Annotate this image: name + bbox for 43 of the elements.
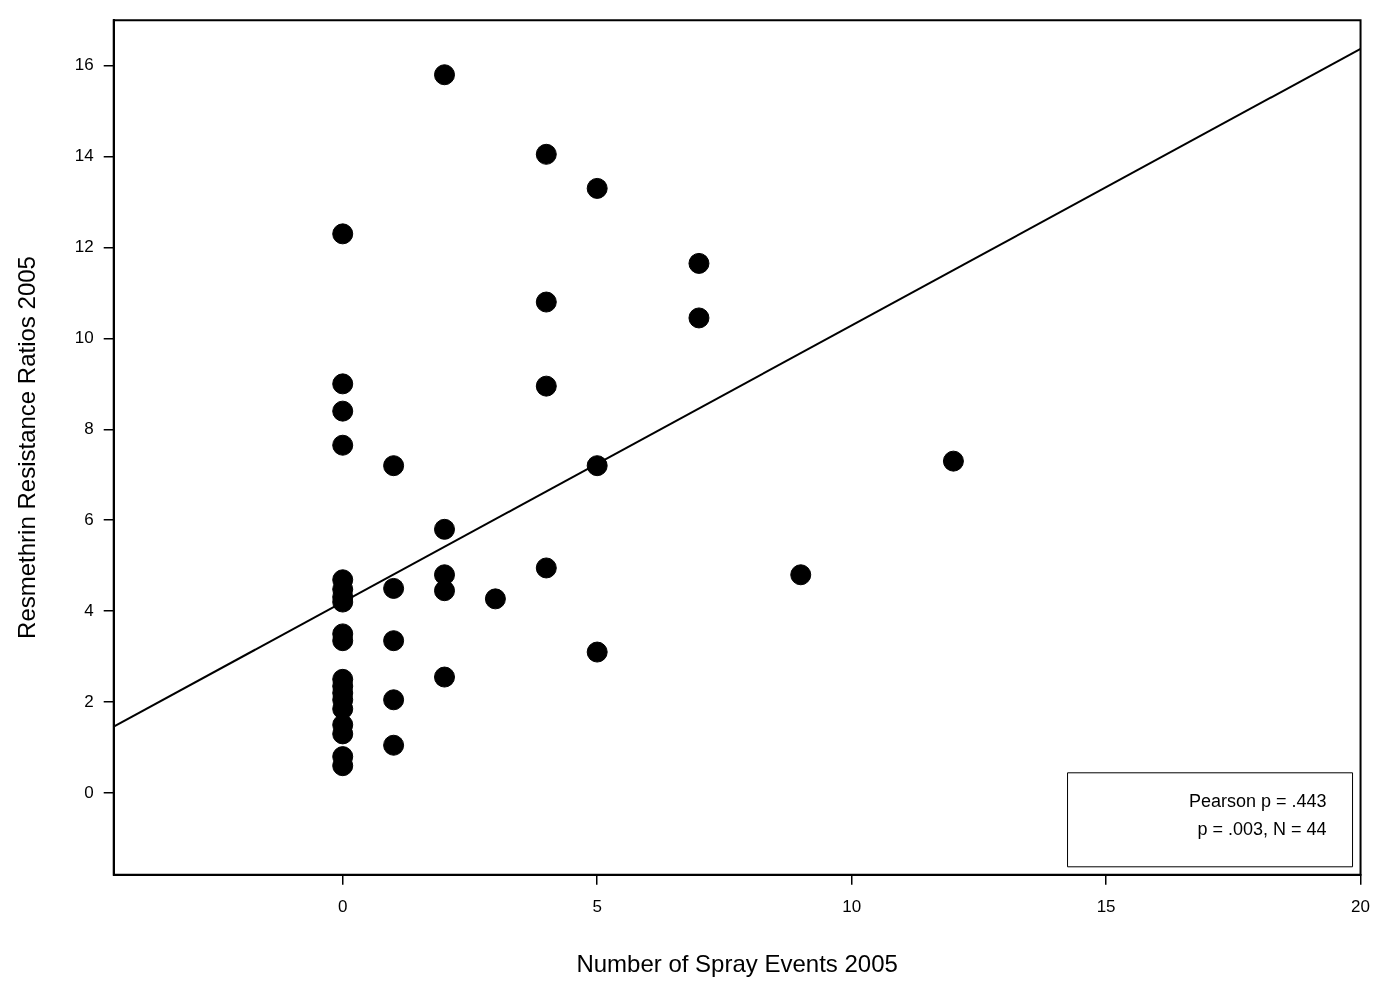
- point: [434, 666, 455, 688]
- point: [484, 588, 506, 610]
- point: [383, 689, 405, 711]
- point: [535, 375, 557, 397]
- point: [688, 307, 710, 329]
- point: [535, 291, 557, 313]
- y-tick-label: 10: [74, 328, 94, 348]
- point: [332, 434, 354, 456]
- point: [332, 373, 354, 395]
- y-tick-label: 16: [74, 55, 94, 75]
- point: [332, 223, 354, 245]
- point: [790, 564, 812, 586]
- y-tick-label: 2: [84, 691, 94, 711]
- point: [383, 577, 405, 599]
- y-axis-title: Resmethrin Resistance Ratios 2005: [13, 256, 41, 639]
- point: [332, 400, 354, 422]
- x-tick-label: 5: [592, 896, 602, 916]
- x-tick-label: 10: [842, 896, 862, 916]
- y-tick-label: 12: [74, 237, 94, 257]
- y-tick-label: 4: [84, 600, 94, 620]
- point: [434, 64, 455, 86]
- point: [586, 177, 608, 199]
- point: [434, 518, 455, 540]
- x-tick-label: 0: [337, 896, 348, 916]
- x-axis-title: Number of Spray Events 2005: [576, 950, 898, 978]
- y-tick-label: 0: [84, 782, 94, 802]
- point: [383, 455, 405, 477]
- point: [586, 455, 608, 477]
- point: [535, 557, 557, 579]
- point: [942, 450, 964, 472]
- annotation: p = .003, N = 44: [1197, 818, 1327, 839]
- y-tick-label: 6: [84, 509, 94, 529]
- point: [434, 580, 455, 602]
- x-tick-label: 15: [1096, 896, 1116, 916]
- point: [586, 641, 608, 663]
- point: [688, 252, 710, 274]
- point: [383, 734, 405, 756]
- annotation: Pearson p = .443: [1188, 790, 1327, 811]
- y-tick-label: 14: [74, 146, 94, 166]
- x-tick-label: 20: [1351, 896, 1371, 916]
- y-tick-label: 8: [84, 419, 94, 438]
- point: [383, 630, 405, 652]
- point: [535, 143, 557, 165]
